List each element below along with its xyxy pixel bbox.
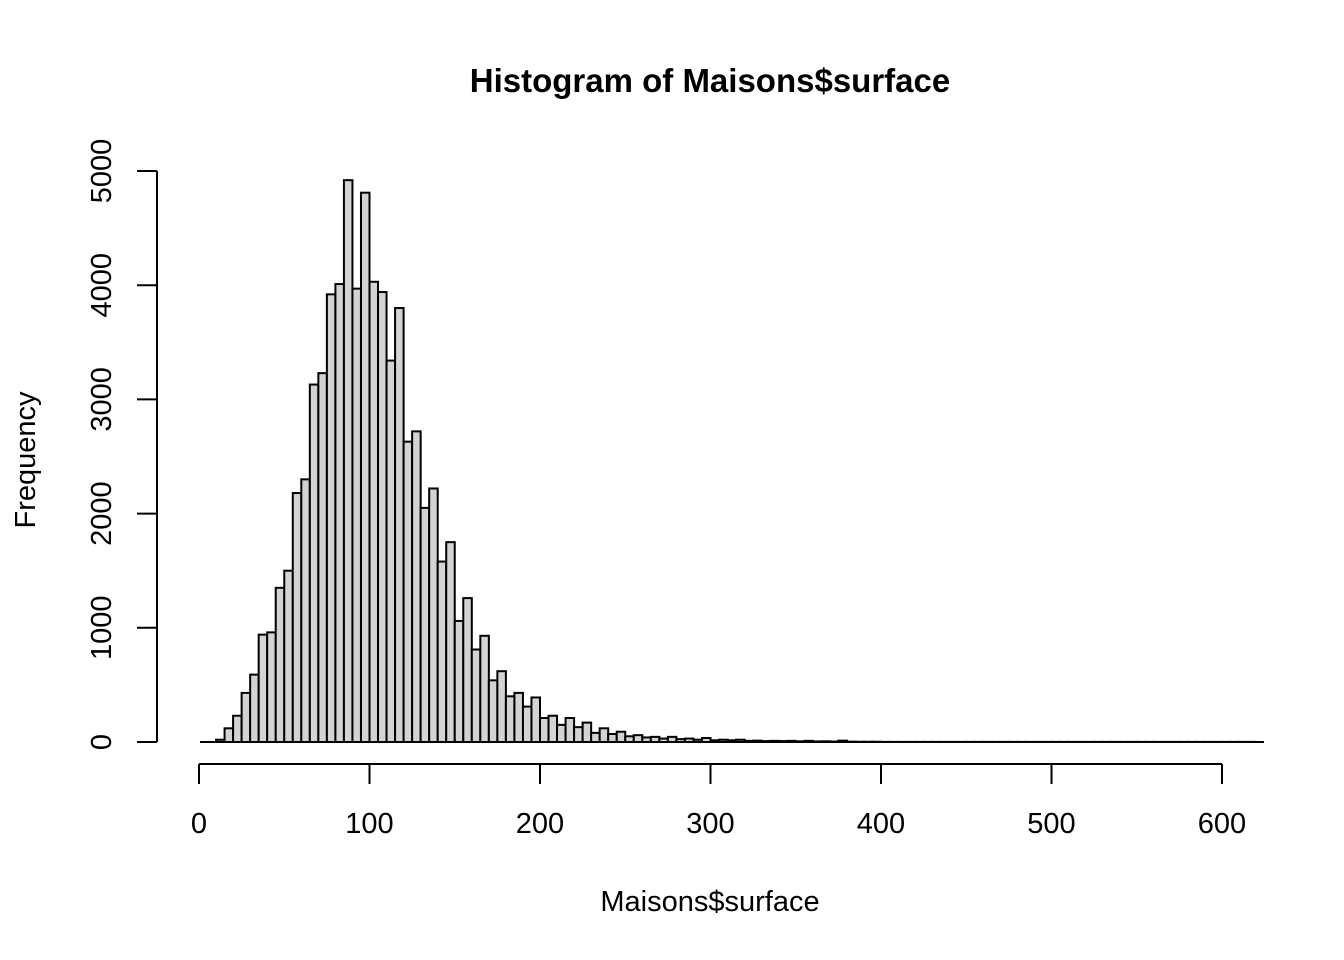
histogram-bar [291, 492, 303, 743]
histogram-bar [453, 619, 465, 743]
histogram-bar [283, 569, 294, 744]
histogram-bar [487, 679, 499, 743]
histogram-bar [607, 733, 618, 743]
histogram-bar [470, 648, 482, 743]
y-tick-label: 3000 [86, 367, 118, 432]
histogram-bar [257, 633, 269, 743]
x-axis-label: Maisons$surface [600, 886, 819, 918]
histogram-bar [479, 634, 490, 744]
histogram-bar [411, 430, 422, 743]
histogram-bar [249, 673, 260, 744]
histogram-bar [377, 291, 388, 743]
x-tick-label: 200 [516, 808, 564, 840]
y-tick-label: 5000 [86, 139, 118, 204]
histogram-bar [521, 705, 533, 744]
histogram-bar [274, 586, 286, 744]
histogram-bar [496, 670, 507, 743]
histogram-bar [556, 723, 567, 743]
histogram-bar [445, 541, 456, 744]
histogram-bar [564, 717, 576, 744]
histogram-bar [547, 714, 559, 744]
histogram-bar [513, 691, 524, 743]
histogram-bar [573, 726, 584, 743]
histogram-bar [419, 506, 431, 744]
y-tick-label: 1000 [86, 596, 118, 661]
histogram-bar [223, 727, 235, 744]
histogram-bar [462, 597, 473, 743]
x-tick-label: 600 [1198, 808, 1246, 840]
histogram-bar [581, 721, 593, 743]
histogram-bar [539, 717, 550, 744]
histogram-bar [632, 734, 644, 744]
histogram-bar [359, 191, 371, 743]
y-tick-label: 0 [86, 734, 118, 750]
histogram-bar [325, 293, 337, 743]
histogram-bar [334, 283, 345, 743]
x-tick-label: 0 [191, 808, 207, 840]
histogram-bar [240, 691, 252, 743]
x-tick-label: 500 [1027, 808, 1075, 840]
histogram-bar [385, 359, 397, 743]
x-tick-label: 100 [345, 808, 393, 840]
x-tick-label: 300 [686, 808, 734, 840]
histogram-bar [308, 383, 320, 743]
bars-group [215, 179, 1258, 744]
histogram-bar [402, 440, 414, 743]
y-tick-label: 4000 [86, 253, 118, 318]
x-axis: 0 100 200 300 400 500 600 [191, 763, 1246, 840]
histogram-bar [394, 307, 405, 743]
histogram-bar [436, 560, 448, 744]
histogram-bar [317, 372, 328, 743]
chart-title: Histogram of Maisons$surface [470, 62, 950, 99]
histogram-bar [232, 714, 243, 744]
histogram-bar [428, 487, 439, 744]
histogram-bar [615, 730, 627, 743]
histogram-bar [368, 280, 380, 743]
histogram-bar [351, 287, 362, 743]
histogram-bar [342, 179, 354, 744]
y-axis: 0 1000 2000 3000 4000 5000 [86, 139, 158, 750]
histogram-bar [530, 696, 541, 743]
histogram-bar [300, 478, 311, 743]
y-axis-label: Frequency [10, 391, 42, 529]
y-tick-label: 2000 [86, 481, 118, 546]
histogram-bar [266, 631, 277, 743]
histogram-bar [598, 727, 610, 744]
x-tick-label: 400 [857, 808, 905, 840]
histogram-bar [504, 695, 516, 744]
histogram-bar [590, 731, 601, 744]
